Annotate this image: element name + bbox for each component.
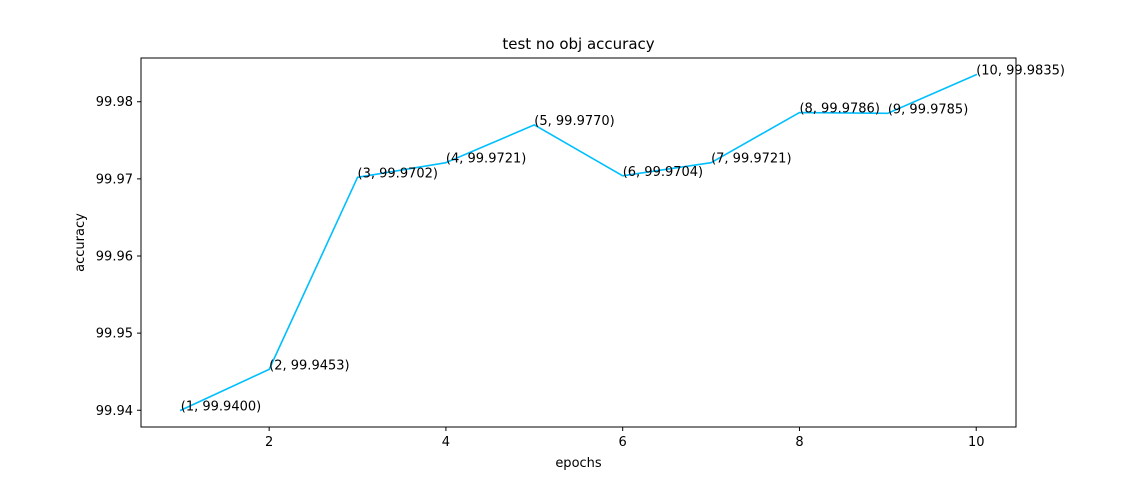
y-tick-label: 99.97: [96, 172, 133, 187]
x-tick-label: 4: [442, 435, 450, 450]
chart-title: test no obj accuracy: [502, 35, 654, 53]
data-label: (1, 99.9400): [181, 399, 261, 414]
data-label: (4, 99.9721): [446, 152, 526, 167]
series-line-1: [179, 73, 978, 412]
x-tick-label: 10: [968, 435, 985, 450]
x-tick-label: 2: [265, 435, 273, 450]
x-tick-label: 6: [619, 435, 627, 450]
x-tick-label: 8: [795, 435, 803, 450]
y-axis-label: accuracy: [73, 213, 88, 272]
y-tick-label: 99.95: [96, 327, 133, 342]
y-tick-label: 99.96: [96, 249, 133, 264]
data-label: (6, 99.9704): [623, 165, 703, 180]
data-label: (5, 99.9770): [534, 114, 614, 129]
data-label: (9, 99.9785): [888, 102, 968, 117]
plot-area: (1, 99.9400) (2, 99.9453) (3, 99.9702) (4, …: [96, 57, 1065, 450]
y-tick-label: 99.94: [96, 404, 133, 419]
data-label: (2, 99.9453): [269, 358, 349, 373]
y-tick-label: 99.98: [96, 95, 133, 110]
x-axis-label: epochs: [555, 456, 602, 471]
axes-frame: [140, 57, 1017, 428]
data-label: (8, 99.9786): [799, 102, 879, 117]
data-label: (10, 99.9835): [976, 64, 1065, 79]
data-label: (7, 99.9721): [711, 152, 791, 167]
data-label: (3, 99.9702): [358, 166, 438, 181]
